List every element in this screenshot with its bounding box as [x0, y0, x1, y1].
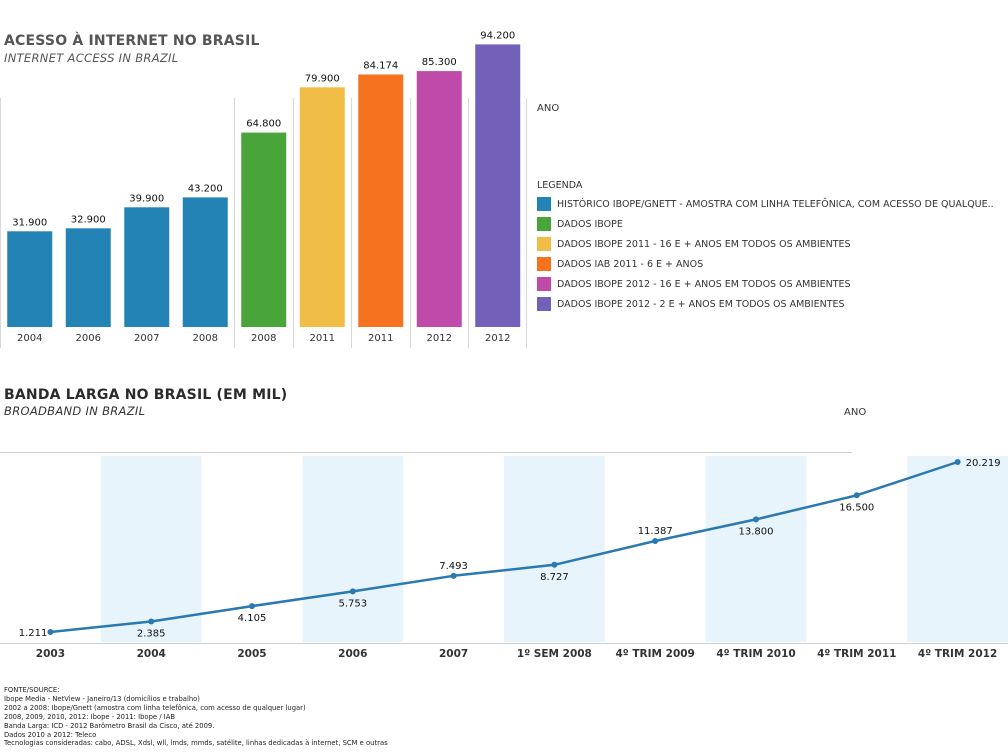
source-line: Dados 2010 a 2012: Teleco	[4, 730, 97, 739]
column-band	[907, 456, 1008, 642]
line-x-tick-label: 4º TRIM 2012	[918, 648, 997, 660]
legend-swatch	[537, 197, 551, 211]
bar-value-label: 85.300	[422, 57, 457, 68]
legend-item: DADOS IBOPE	[537, 214, 994, 234]
point-value-label: 13.800	[739, 526, 774, 537]
bar-value-label: 32.900	[71, 214, 106, 225]
bar	[416, 71, 462, 327]
point-value-label: 11.387	[638, 526, 673, 537]
line-x-tick-label: 2004	[137, 648, 166, 660]
point-value-label: 2.385	[137, 629, 166, 640]
chart1-legend: LEGENDA HISTÓRICO IBOPE/GNETT - AMOSTRA …	[537, 180, 994, 314]
point-value-label: 8.727	[540, 572, 569, 583]
legend-item: DADOS IAB 2011 - 6 E + ANOS	[537, 254, 994, 274]
chart1-axis-title: ANO	[537, 103, 560, 114]
point-value-label: 20.219	[966, 458, 1001, 469]
data-point	[652, 537, 659, 544]
column-band	[705, 456, 807, 642]
legend-label: DADOS IBOPE 2011 - 16 E + ANOS EM TODOS …	[557, 238, 851, 250]
line-x-tick-label: 2007	[439, 648, 468, 660]
source-notes: FONTE/SOURCE: Ibope Media - NetView - Ja…	[4, 686, 388, 748]
series-line	[50, 460, 958, 634]
bar	[358, 74, 404, 327]
point-value-label: 1.211	[19, 628, 48, 639]
column-band	[504, 456, 605, 642]
bar	[475, 44, 521, 328]
bar	[241, 132, 287, 327]
legend-item: HISTÓRICO IBOPE/GNETT - AMOSTRA COM LINH…	[537, 194, 994, 214]
line-x-tick-label: 4º TRIM 2010	[716, 648, 795, 660]
data-point	[551, 561, 558, 568]
chart1-title: ACESSO À INTERNET NO BRASIL	[4, 33, 260, 49]
bar-x-tick-label: 2012	[427, 333, 452, 344]
legend-swatch	[537, 257, 551, 271]
bar-value-label: 84.174	[363, 60, 398, 71]
data-point	[954, 459, 961, 465]
bar-x-tick-label: 2008	[251, 333, 276, 344]
data-point	[148, 618, 155, 625]
bar-x-tick-label: 2008	[193, 333, 218, 344]
point-value-label: 16.500	[839, 502, 874, 513]
line-x-tick-label: 4º TRIM 2011	[817, 648, 896, 660]
data-point	[47, 629, 54, 635]
bar-value-label: 39.900	[129, 193, 164, 204]
source-line: FONTE/SOURCE:	[4, 686, 60, 694]
bar	[182, 197, 228, 327]
legend-swatch	[537, 297, 551, 311]
point-value-label: 5.753	[338, 598, 367, 609]
source-line: 2002 a 2008: Ibope/Gnett (amostra com li…	[4, 703, 306, 712]
bar	[7, 231, 53, 327]
legend-label: DADOS IBOPE	[557, 218, 623, 230]
bar-x-tick-label: 2011	[310, 333, 335, 344]
legend-item: DADOS IBOPE 2011 - 16 E + ANOS EM TODOS …	[537, 234, 994, 254]
data-point	[753, 516, 759, 523]
bar	[65, 228, 111, 327]
line-x-tick-label: 4º TRIM 2009	[616, 648, 695, 660]
legend-label: DADOS IAB 2011 - 6 E + ANOS	[557, 258, 704, 270]
source-line: Banda Larga: ICD - 2012 Barômetro Brasil…	[4, 721, 215, 730]
bar-value-label: 79.900	[305, 73, 340, 84]
column-band	[100, 456, 202, 642]
bar-value-label: 31.900	[12, 217, 47, 228]
legend-item: DADOS IBOPE 2012 - 16 E + ANOS EM TODOS …	[537, 274, 994, 294]
bar-x-tick-label: 2011	[368, 333, 393, 344]
legend-title: LEGENDA	[537, 180, 583, 191]
bar-value-label: 94.200	[480, 30, 515, 41]
source-line: Ibope Media - NetView - Janeiro/13 (domi…	[4, 694, 200, 703]
bar-x-tick-label: 2006	[76, 333, 101, 344]
source-line: Tecnologias consideradas: cabo, ADSL, Xd…	[4, 739, 388, 748]
chart2-title: BANDA LARGA NO BRASIL (EM MIL)	[4, 387, 288, 403]
bar	[124, 207, 170, 327]
legend-swatch	[537, 217, 551, 231]
bar-x-tick-label: 2004	[17, 333, 42, 344]
bar-x-tick-label: 2012	[485, 333, 510, 344]
line-x-tick-label: 1º SEM 2008	[517, 648, 592, 660]
legend-label: HISTÓRICO IBOPE/GNETT - AMOSTRA COM LINH…	[557, 198, 994, 210]
data-point	[853, 492, 860, 499]
line-x-tick-label: 2006	[338, 648, 367, 660]
data-point	[249, 603, 255, 610]
chart2-axis-title: ANO	[844, 407, 867, 418]
chart2-subtitle: BROADBAND IN BRAZIL	[4, 404, 146, 418]
legend-swatch	[537, 277, 551, 291]
bar-x-tick-label: 2007	[134, 333, 159, 344]
data-point	[450, 572, 457, 579]
point-value-label: 4.105	[238, 613, 267, 624]
bar-value-label: 64.800	[246, 119, 281, 130]
line-x-tick-label: 2005	[237, 648, 266, 660]
source-line: 2008, 2009, 2010, 2012: Ibope - 2011: Ib…	[4, 712, 176, 721]
legend-label: DADOS IBOPE 2012 - 16 E + ANOS EM TODOS …	[557, 278, 851, 290]
bar-value-label: 43.200	[188, 183, 223, 194]
data-point	[349, 588, 356, 595]
legend-label: DADOS IBOPE 2012 - 2 E + ANOS EM TODOS O…	[557, 298, 845, 310]
line-x-tick-label: 2003	[36, 648, 65, 660]
column-band	[302, 456, 404, 642]
bar	[299, 87, 345, 327]
legend-item: DADOS IBOPE 2012 - 2 E + ANOS EM TODOS O…	[537, 294, 994, 314]
legend-swatch	[537, 237, 551, 251]
point-value-label: 7.493	[439, 561, 468, 572]
chart1-subtitle: INTERNET ACCESS IN BRAZIL	[4, 51, 179, 65]
